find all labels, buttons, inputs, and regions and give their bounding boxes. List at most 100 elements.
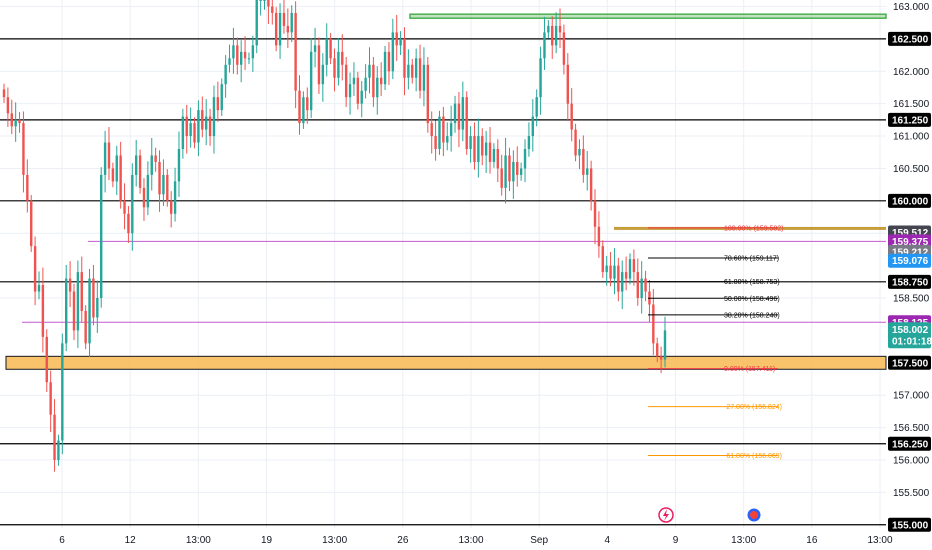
candle-body <box>442 116 445 143</box>
candle-body <box>512 161 515 182</box>
candle-body <box>582 149 585 175</box>
candle-body <box>274 12 278 46</box>
candle-body <box>251 45 255 59</box>
price-badge-label: 162.500 <box>892 34 929 45</box>
fib-level-label: 50.00% (158.496) <box>724 296 780 303</box>
candle-body <box>601 246 604 273</box>
candle-body <box>61 343 64 441</box>
candle-body <box>430 123 433 137</box>
candle-body <box>325 38 328 65</box>
countdown-label: 01:01:18 <box>892 336 932 347</box>
candle-body <box>636 272 639 299</box>
candle-body <box>154 155 157 162</box>
candle-body <box>2 89 6 98</box>
candle-body <box>461 97 465 130</box>
fib-level-label: -27.00% (156.824) <box>724 404 782 411</box>
candle-body <box>33 246 37 292</box>
candle-body <box>158 161 161 195</box>
candle-body <box>597 226 601 247</box>
candle-body <box>531 116 535 137</box>
candle-body <box>414 58 418 78</box>
candle-body <box>173 181 177 214</box>
candle-body <box>169 200 173 214</box>
candle-body <box>391 32 395 72</box>
time-tick-label: 13:00 <box>458 535 483 546</box>
price-badge <box>888 517 931 532</box>
price-tick-label: 157.000 <box>893 391 930 402</box>
candle-body <box>267 0 270 7</box>
candle-body <box>84 310 87 344</box>
candle-body <box>543 32 546 59</box>
candle-body <box>123 200 126 214</box>
fib-level-label: 100.00% (159.582) <box>724 225 784 232</box>
candle-body <box>659 356 663 360</box>
event-icons[interactable] <box>658 507 762 523</box>
candle-body <box>271 6 274 13</box>
candle-body <box>197 110 200 143</box>
candle-body <box>368 64 371 78</box>
fibonacci-tool[interactable]: 100.00% (159.582) 78.60% (159.117) 61.80% … <box>614 225 886 460</box>
candle-body <box>628 259 632 279</box>
candle-body <box>131 174 134 234</box>
candle-body <box>438 116 441 150</box>
candle-body <box>554 25 558 46</box>
candle-body <box>465 97 468 150</box>
candle-body <box>189 123 192 137</box>
price-tick-label: 163.000 <box>893 2 930 13</box>
current-price-label: 158.002 <box>892 325 929 336</box>
candle-body <box>224 64 227 85</box>
candle-body <box>309 51 313 111</box>
price-badge <box>888 112 931 127</box>
time-tick-label: 6 <box>59 535 65 546</box>
candle-body <box>294 12 297 91</box>
candle-body <box>446 136 449 143</box>
time-tick-label: 13:00 <box>731 535 756 546</box>
candle-body <box>65 278 68 344</box>
time-tick-label: 16 <box>806 535 818 546</box>
candle-body <box>566 64 569 104</box>
candle-body <box>383 51 387 85</box>
candle-body <box>259 0 262 1</box>
candle-body <box>162 174 165 195</box>
time-axis[interactable]: 6 12 13:00 19 13:00 26 13:00 Sep 4 9 13:00 16 13:00 <box>59 535 893 546</box>
candle-body <box>22 123 25 175</box>
candle-body <box>72 291 76 331</box>
candle-body <box>551 25 554 46</box>
candle-body <box>481 136 484 156</box>
candle-body <box>181 116 185 150</box>
candle-body <box>344 64 348 98</box>
resistance-band[interactable] <box>409 13 887 19</box>
candle-body <box>239 51 243 65</box>
price-badge <box>888 274 931 289</box>
price-tick-label: 161.000 <box>893 132 930 143</box>
candle-body <box>356 77 360 104</box>
price-badge-label: 160.000 <box>892 196 929 207</box>
candle-body <box>193 123 196 143</box>
candle-body <box>317 45 321 85</box>
price-badge <box>888 193 931 208</box>
candle-body <box>589 168 593 201</box>
candle-body <box>232 45 235 59</box>
fib-level-label: 38.20% (158.240) <box>724 312 780 319</box>
candle-body <box>201 110 204 130</box>
candle-body <box>302 97 305 124</box>
price-tick-label: 156.500 <box>893 423 930 434</box>
price-badges: 162.500 161.250 160.000 159.512159.375159.2… <box>888 31 932 532</box>
candle-body <box>504 155 507 188</box>
candle-body <box>290 12 293 33</box>
candle-body <box>107 142 111 169</box>
candle-body <box>92 278 95 318</box>
price-badge <box>888 234 931 249</box>
fib-level-label: 78.60% (159.117) <box>724 256 779 263</box>
candle-body <box>422 64 426 91</box>
price-badge <box>888 253 931 268</box>
candle-body <box>26 174 29 201</box>
price-badge-label: 156.250 <box>892 439 929 450</box>
candle-body <box>379 77 383 85</box>
candle-body <box>329 38 332 59</box>
candle-body <box>574 129 577 156</box>
candle-body <box>321 64 325 85</box>
candle-body <box>278 12 282 46</box>
